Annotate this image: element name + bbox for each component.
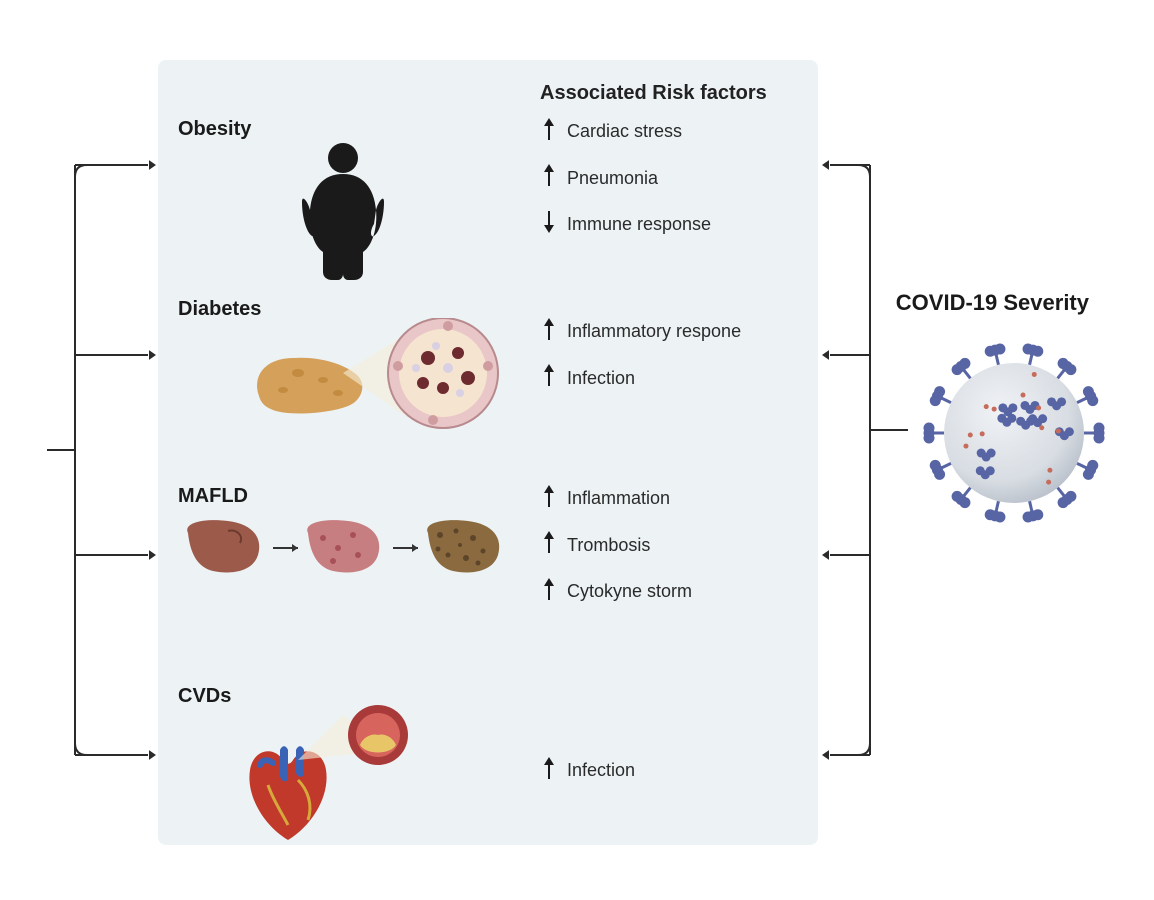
up-arrow-icon xyxy=(543,757,559,785)
disease-label-cvds: CVDs xyxy=(178,685,231,708)
risk-list-obesity: Cardiac stress Pneumonia Immune response xyxy=(543,118,711,257)
up-arrow-icon xyxy=(543,318,559,346)
risk-text: Trombosis xyxy=(567,535,650,557)
up-arrow-icon xyxy=(543,578,559,606)
disease-label-obesity: Obesity xyxy=(178,118,251,141)
risk-text: Pneumonia xyxy=(567,168,658,190)
risk-list-diabetes: Inflammatory respone Infection xyxy=(543,318,741,411)
diagram-container: Non-communicable diseases Associated Ris… xyxy=(0,0,1154,900)
risk-text: Infection xyxy=(567,368,635,390)
panel-header: Associated Risk factors xyxy=(540,82,767,105)
risk-list-mafld: Inflammation Trombosis Cytokyne storm xyxy=(543,485,692,624)
up-arrow-icon xyxy=(543,164,559,192)
up-arrow-icon xyxy=(543,364,559,392)
cvds-icon xyxy=(228,705,428,860)
main-panel: Associated Risk factors Obesity Cardiac … xyxy=(158,60,818,845)
risk-item: Inflammatory respone xyxy=(543,318,741,346)
risk-text: Inflammatory respone xyxy=(567,321,741,343)
risk-item: Immune response xyxy=(543,211,711,239)
down-arrow-icon xyxy=(543,211,559,239)
risk-item: Trombosis xyxy=(543,531,692,559)
risk-item: Inflammation xyxy=(543,485,692,513)
risk-text: Immune response xyxy=(567,214,711,236)
covid-severity-label: COVID-19 Severity xyxy=(896,290,1089,316)
up-arrow-icon xyxy=(543,531,559,559)
virus-icon xyxy=(919,338,1109,533)
disease-label-mafld: MAFLD xyxy=(178,485,248,508)
risk-item: Pneumonia xyxy=(543,164,711,192)
risk-item: Cytokyne storm xyxy=(543,578,692,606)
risk-text: Inflammation xyxy=(567,488,670,510)
risk-text: Cytokyne storm xyxy=(567,581,692,603)
risk-item: Infection xyxy=(543,364,741,392)
obesity-icon xyxy=(288,140,398,285)
risk-item: Infection xyxy=(543,757,635,785)
risk-item: Cardiac stress xyxy=(543,118,711,146)
risk-text: Cardiac stress xyxy=(567,121,682,143)
risk-text: Infection xyxy=(567,760,635,782)
mafld-icon xyxy=(178,513,508,593)
up-arrow-icon xyxy=(543,118,559,146)
risk-list-cvds: Infection xyxy=(543,757,635,803)
up-arrow-icon xyxy=(543,485,559,513)
diabetes-icon xyxy=(248,318,508,443)
